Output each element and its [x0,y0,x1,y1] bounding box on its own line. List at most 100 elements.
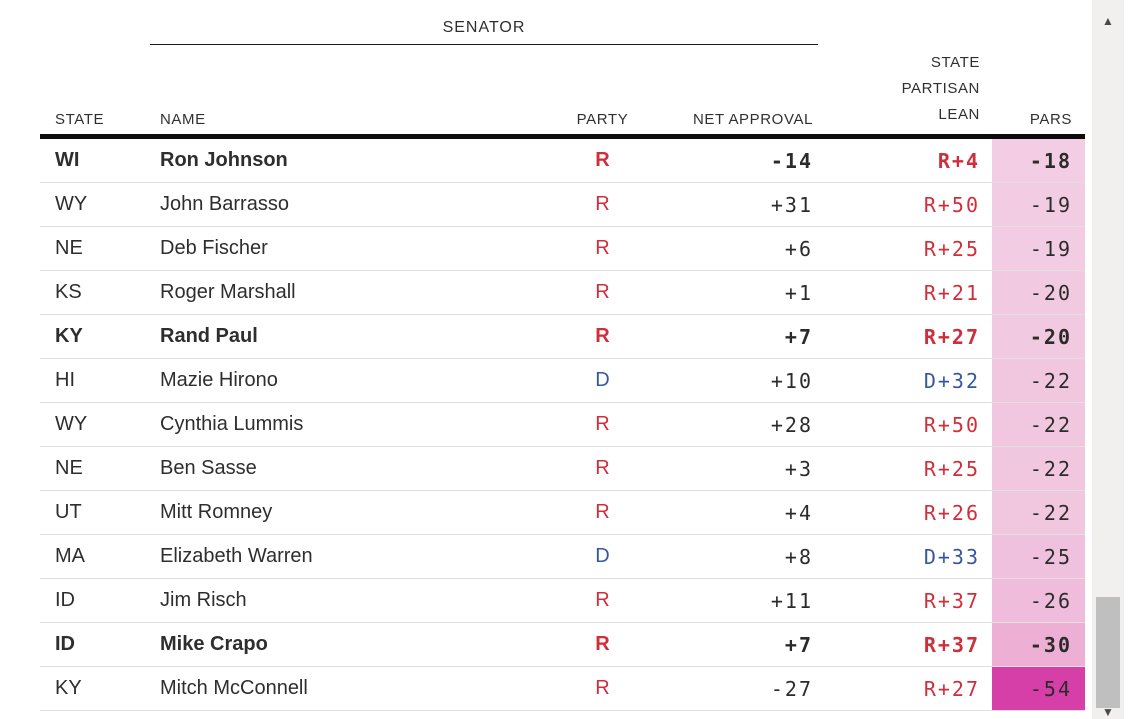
lean-header-line2: PARTISAN [901,80,980,97]
senator-name-cell: Deb Fischer [160,237,268,259]
column-gap [980,535,992,578]
pars-cell: -30 [992,623,1085,666]
senator-name-cell: Jim Risch [160,589,247,611]
state-cell: WY [55,413,88,435]
net-approval-cell: +31 [770,192,813,217]
vertical-scrollbar[interactable]: ▲ ▼ [1092,0,1124,719]
lean-header-line1: STATE [930,54,980,71]
senator-name-cell: Roger Marshall [160,281,296,303]
partisan-lean-cell: R+4 [937,148,980,173]
state-cell: ID [55,589,75,611]
party-cell: R [595,149,610,171]
net-approval-cell: -14 [770,148,813,173]
table-row: HI Mazie Hirono D +10 D+32 -22 [40,359,1085,403]
state-cell: KY [55,677,82,699]
column-header-net-approval[interactable]: NET APPROVAL [692,111,813,128]
net-approval-cell: +28 [770,412,813,437]
partisan-lean-cell: D+33 [923,544,980,569]
state-cell: WY [55,193,88,215]
party-cell: R [595,589,610,611]
column-gap [980,227,992,270]
net-approval-cell: +3 [784,456,813,481]
column-header-name[interactable]: NAME [160,111,206,128]
column-gap [980,491,992,534]
senator-name-cell: Ben Sasse [160,457,257,479]
column-gap [980,359,992,402]
party-cell: R [595,193,610,215]
column-gap [980,139,992,182]
pars-cell: -22 [992,447,1085,490]
party-cell: R [595,633,610,655]
party-cell: R [595,237,610,259]
pars-cell: -22 [992,403,1085,446]
partisan-lean-cell: R+27 [923,676,980,701]
partisan-lean-cell: R+25 [923,456,980,481]
pars-cell: -26 [992,579,1085,622]
senator-name-cell: Cynthia Lummis [160,413,304,435]
column-header-pars[interactable]: PARS [1029,111,1072,128]
table-row: KY Mitch McConnell R -27 R+27 -54 [40,667,1085,711]
party-cell: R [595,457,610,479]
column-gap [980,579,992,622]
state-cell: WI [55,149,80,171]
column-header-state[interactable]: STATE [55,111,105,128]
pars-cell: -19 [992,227,1085,270]
table-row: WI Ron Johnson R -14 R+4 -18 [40,139,1085,183]
senator-name-cell: Rand Paul [160,325,258,347]
table-row: ID Mike Crapo R +7 R+37 -30 [40,623,1085,667]
senator-table: SENATOR STATE NAME PARTY NET APPROVAL ST… [40,0,1085,711]
senator-name-cell: Mazie Hirono [160,369,278,391]
senator-group-label: SENATOR [442,19,526,36]
partisan-lean-cell: R+25 [923,236,980,261]
senator-group-underline [150,44,818,45]
state-cell: HI [55,369,75,391]
net-approval-cell: +10 [770,368,813,393]
table-row: NE Ben Sasse R +3 R+25 -22 [40,447,1085,491]
table-row: MA Elizabeth Warren D +8 D+33 -25 [40,535,1085,579]
table-row: WY Cynthia Lummis R +28 R+50 -22 [40,403,1085,447]
table-row: NE Deb Fischer R +6 R+25 -19 [40,227,1085,271]
scrollbar-thumb[interactable] [1096,597,1120,708]
partisan-lean-cell: R+37 [923,632,980,657]
state-cell: UT [55,501,82,523]
column-header-partisan-lean[interactable]: STATE PARTISAN LEAN [813,50,980,128]
table-row: KY Rand Paul R +7 R+27 -20 [40,315,1085,359]
senator-name-cell: Elizabeth Warren [160,545,313,567]
partisan-lean-cell: D+32 [923,368,980,393]
senator-name-cell: Mitch McConnell [160,677,308,699]
net-approval-cell: +4 [784,500,813,525]
net-approval-cell: +7 [784,324,813,349]
net-approval-cell: +6 [784,236,813,261]
scroll-up-arrow-icon[interactable]: ▲ [1102,14,1114,28]
table-body: WI Ron Johnson R -14 R+4 -18 WY John Bar… [40,139,1085,711]
table-row: ID Jim Risch R +11 R+37 -26 [40,579,1085,623]
column-headers: STATE NAME PARTY NET APPROVAL STATE PART… [40,50,1085,128]
column-gap [980,271,992,314]
column-gap [980,183,992,226]
table-header: SENATOR STATE NAME PARTY NET APPROVAL ST… [40,0,1085,139]
state-cell: MA [55,545,85,567]
senator-name-cell: Ron Johnson [160,149,288,171]
state-cell: KY [55,325,83,347]
party-cell: R [595,413,610,435]
party-cell: R [595,325,610,347]
column-gap [980,315,992,358]
scroll-down-arrow-icon[interactable]: ▼ [1102,705,1114,719]
column-header-party[interactable]: PARTY [576,111,629,128]
net-approval-cell: +7 [784,632,813,657]
pars-cell: -19 [992,183,1085,226]
table-row: KS Roger Marshall R +1 R+21 -20 [40,271,1085,315]
partisan-lean-cell: R+26 [923,500,980,525]
table-row: UT Mitt Romney R +4 R+26 -22 [40,491,1085,535]
partisan-lean-cell: R+50 [923,192,980,217]
pars-cell: -20 [992,271,1085,314]
state-cell: NE [55,237,83,259]
lean-header-line3: LEAN [938,106,980,123]
net-approval-cell: +11 [770,588,813,613]
partisan-lean-cell: R+27 [923,324,980,349]
senator-name-cell: John Barrasso [160,193,289,215]
pars-cell: -20 [992,315,1085,358]
state-cell: ID [55,633,75,655]
table-row: WY John Barrasso R +31 R+50 -19 [40,183,1085,227]
party-cell: D [595,545,610,567]
